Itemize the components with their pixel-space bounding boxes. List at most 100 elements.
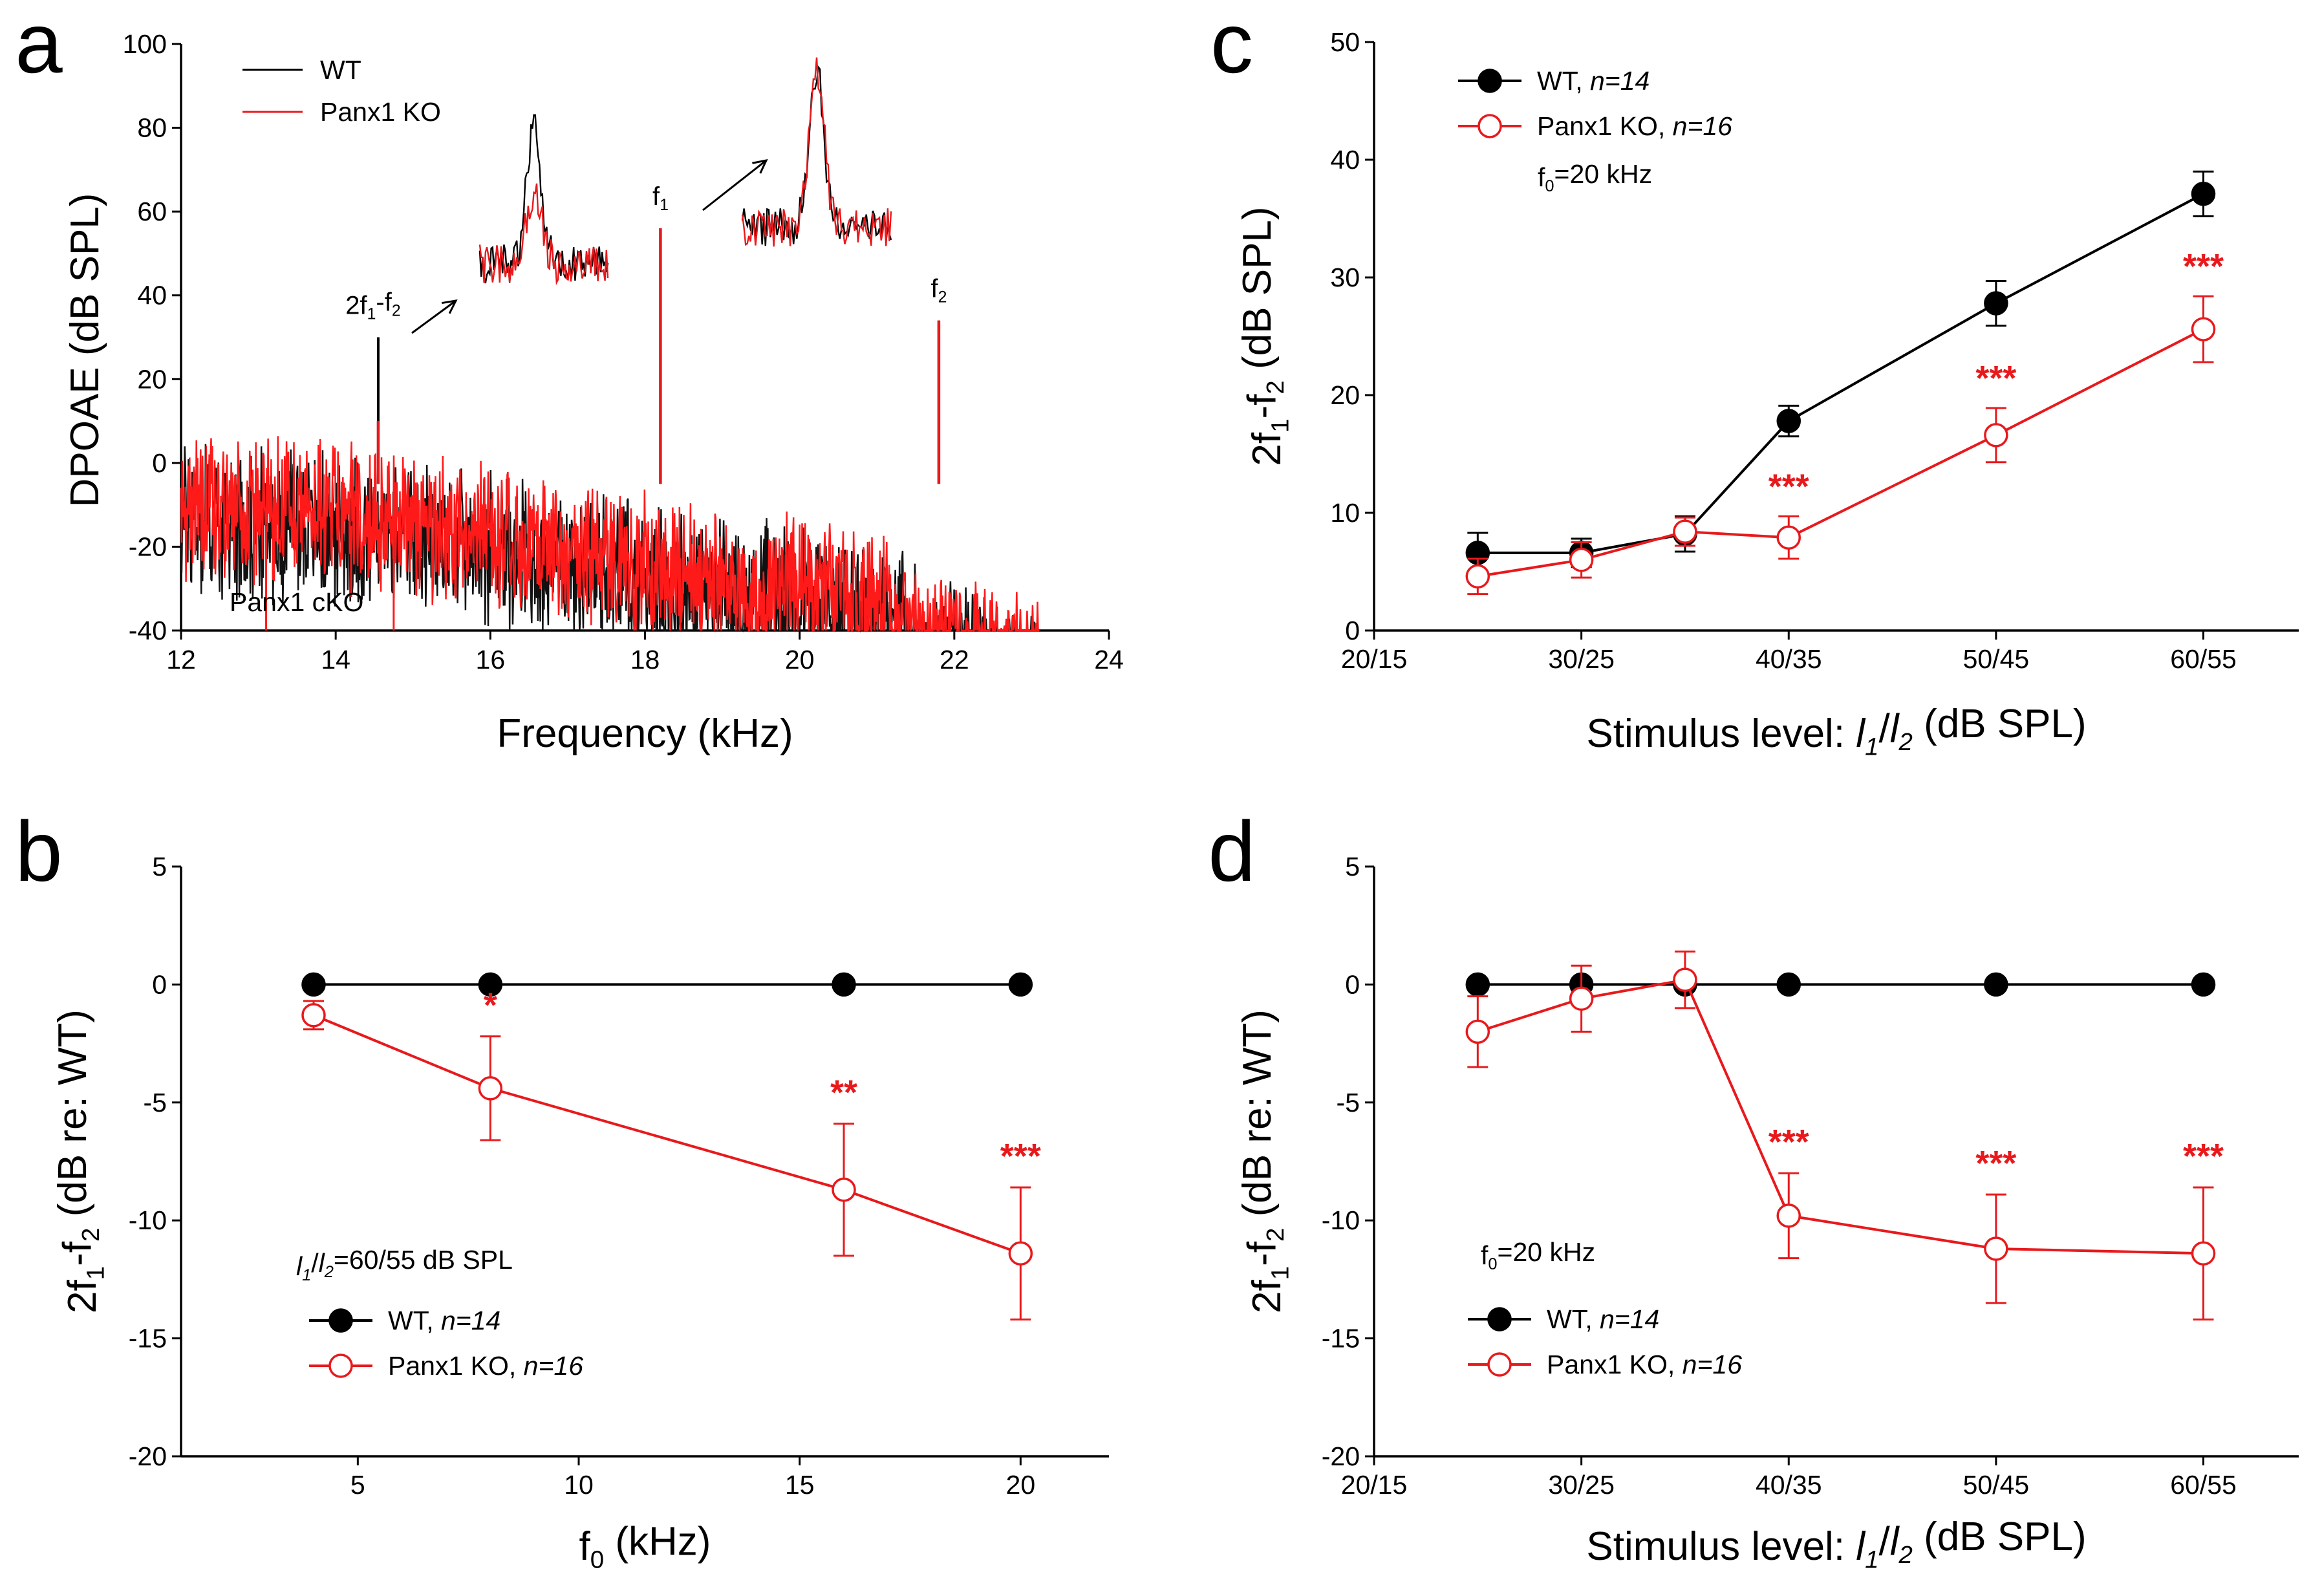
x-tick-label: 24 <box>1094 645 1124 674</box>
y-tick-label: 10 <box>1330 498 1360 528</box>
x-tick-label: 20/15 <box>1341 644 1408 674</box>
inset-1-wt-trace <box>741 65 892 246</box>
legend-1-label: Panx1 KO, n=16 <box>1547 1350 1742 1379</box>
y-tick-label: 40 <box>1330 145 1360 175</box>
x-tick-label: 20 <box>1006 1470 1036 1500</box>
arrow-2 <box>702 159 767 211</box>
series-0-point <box>1776 409 1801 433</box>
series-1-point <box>1673 967 1697 992</box>
x-tick-label: 15 <box>785 1470 815 1500</box>
series-1-point <box>1465 564 1490 589</box>
inset-1-ko-trace <box>741 57 892 247</box>
y-tick-label: -20 <box>129 532 167 561</box>
series-1-line <box>1477 328 2204 578</box>
series-0-point <box>2191 972 2216 997</box>
x-tick-label: 16 <box>476 645 506 674</box>
x-tick-label: 10 <box>564 1470 594 1500</box>
y-axis-title: 2f1-f2 (dB re: WT) <box>50 1009 109 1313</box>
y-tick-label: -20 <box>1322 1441 1360 1471</box>
series-1-point <box>832 1178 856 1202</box>
x-axis-title: Stimulus level: l1/l2 (dB SPL) <box>1586 702 2086 760</box>
peak-label-0: 2f1-f2 <box>345 288 400 323</box>
series-1-point <box>1465 1019 1490 1044</box>
y-tick-label: -5 <box>144 1088 167 1117</box>
x-tick-label: 14 <box>321 645 350 674</box>
significance-label: *** <box>2183 247 2224 286</box>
legend-ko-label: Panx1 KO <box>320 97 441 127</box>
legend-0-label: WT, n=14 <box>388 1306 500 1335</box>
arrow-1-head <box>442 299 458 314</box>
legend-1-marker <box>1478 114 1502 138</box>
x-tick-label: 50/45 <box>1963 1470 2030 1500</box>
legend-1-marker <box>1487 1352 1512 1377</box>
arrow-1 <box>411 299 457 334</box>
y-tick-label: -10 <box>1322 1205 1360 1235</box>
series-1-point <box>2191 317 2216 341</box>
series-0-line <box>1478 193 2204 554</box>
series-1-point <box>1984 1236 2008 1261</box>
y-tick-label: 100 <box>123 29 167 59</box>
y-axis-title: 2f1-f2 (dB re: WT) <box>1235 1009 1294 1313</box>
y-tick-label: -10 <box>129 1205 167 1235</box>
series-1-point <box>1984 423 2008 448</box>
y-tick-label: -15 <box>129 1324 167 1353</box>
y-tick-label: 40 <box>137 281 167 310</box>
panel-a-axes: a -40 -20 0 20 40 60 80 100 12 14 16 18 20 22 24 Frequen… <box>15 0 1124 756</box>
y-tick-label: 5 <box>152 852 167 881</box>
significance-label: *** <box>1975 359 2016 398</box>
y-tick-label: -40 <box>129 616 167 645</box>
y-tick-label: 0 <box>152 969 167 999</box>
series-1-point <box>1776 525 1801 550</box>
panel-b-axes: b 5 0 -5 -10 -15 -20 5 10 15 20 f0 (kHz) 2f1-f2 (dB … <box>15 804 1109 1573</box>
x-tick-label: 5 <box>350 1470 365 1500</box>
x-tick-label: 18 <box>630 645 660 674</box>
x-axis-title: Stimulus level: l1/l2 (dB SPL) <box>1586 1515 2086 1573</box>
series-0-point <box>1776 972 1801 997</box>
y-tick-label: 0 <box>152 448 167 478</box>
series-0-point <box>1984 291 2008 316</box>
annotation-text: f0=20 kHz <box>1481 1237 1595 1273</box>
x-axis-title: f0 (kHz) <box>579 1519 711 1573</box>
series-0-point <box>1984 972 2008 997</box>
watermark-text: Panx1 cKO <box>230 587 363 617</box>
legend-0-marker <box>1478 69 1502 93</box>
x-tick-label: 40/35 <box>1756 1470 1822 1500</box>
peak-label-2: f2 <box>930 275 947 307</box>
significance-label: * <box>484 986 497 1025</box>
y-tick-label: 20 <box>1330 380 1360 410</box>
y-tick-label: -20 <box>129 1441 167 1471</box>
x-tick-label: 20 <box>785 645 815 674</box>
legend-1-label: Panx1 KO, n=16 <box>1537 111 1732 141</box>
y-tick-label: 0 <box>1345 616 1360 645</box>
series-1-point <box>1008 1241 1033 1266</box>
series-1-point <box>2191 1241 2216 1266</box>
x-tick-label: 60/55 <box>2170 644 2237 674</box>
x-tick-label: 22 <box>940 645 969 674</box>
x-tick-label: 40/35 <box>1756 644 1822 674</box>
series-1-point <box>1673 519 1697 544</box>
significance-label: *** <box>2183 1137 2224 1176</box>
series-1-point <box>301 1003 326 1028</box>
inset-0-ko-trace <box>478 183 609 286</box>
x-tick-label: 30/25 <box>1548 644 1615 674</box>
y-tick-label: 50 <box>1330 27 1360 57</box>
arrow-2-head <box>752 158 768 174</box>
y-tick-label: 5 <box>1345 852 1360 881</box>
x-tick-label: 12 <box>166 645 196 674</box>
series-1-point <box>478 1076 503 1101</box>
legend-wt-label: WT <box>320 55 361 85</box>
legend-0-marker <box>328 1308 353 1333</box>
series-1-point <box>1569 986 1594 1011</box>
y-tick-label: -15 <box>1322 1324 1360 1353</box>
panel-b-letter: b <box>15 804 62 899</box>
series-0-point <box>1008 972 1033 997</box>
x-tick-label: 50/45 <box>1963 644 2030 674</box>
series-1-line <box>313 1013 1021 1255</box>
x-axis-title: Frequency (kHz) <box>497 711 793 756</box>
significance-label: *** <box>1768 1123 1809 1161</box>
legend-1-label: Panx1 KO, n=16 <box>388 1351 583 1381</box>
series-0-point <box>301 972 326 997</box>
panel-d-letter: d <box>1208 804 1255 899</box>
